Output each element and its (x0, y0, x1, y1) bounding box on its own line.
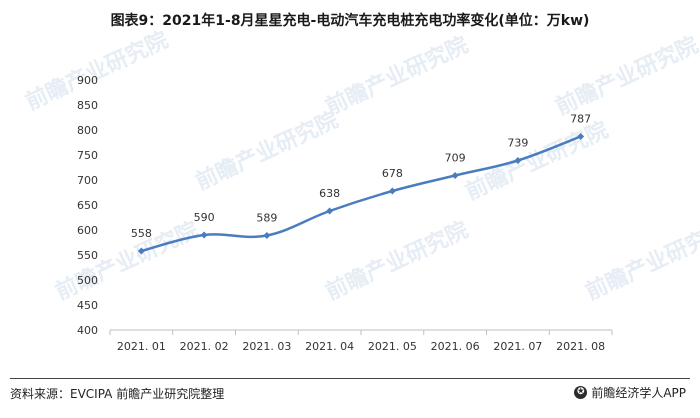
y-tick-label: 450 (77, 299, 98, 312)
watermark-text: 前瞻产业研究院 (322, 217, 473, 306)
data-point (451, 172, 459, 179)
x-tick-label: 2021. 03 (242, 340, 291, 353)
x-tick-label: 2021. 01 (117, 340, 166, 353)
watermark-text: 前瞻产业研究院 (322, 32, 473, 121)
y-tick-label: 650 (77, 199, 98, 212)
y-axis: 400 450 500 550 600 650 700 750 800 850 900 (77, 74, 98, 337)
y-tick-label: 700 (77, 174, 98, 187)
brand-logo-icon: ✪ (574, 386, 588, 399)
watermark-text: 前瞻产业研究院 (192, 107, 343, 196)
x-tick-label: 2021. 05 (368, 340, 417, 353)
watermark-text: 前瞻产业研究院 (552, 32, 700, 121)
y-tick-label: 550 (77, 249, 98, 262)
data-point (577, 133, 585, 140)
y-tick-label: 900 (77, 74, 98, 87)
y-tick-label: 400 (77, 324, 98, 337)
y-tick-label: 600 (77, 224, 98, 237)
x-tick-label: 2021. 04 (305, 340, 354, 353)
data-label: 709 (445, 152, 466, 165)
data-label: 787 (570, 113, 591, 126)
data-label: 558 (131, 227, 152, 240)
x-tick-label: 2021. 08 (556, 340, 605, 353)
data-point (514, 157, 522, 164)
data-point (200, 231, 208, 239)
y-tick-label: 750 (77, 149, 98, 162)
brand-name: 前瞻经济学人APP (591, 386, 686, 400)
data-label: 589 (256, 212, 277, 225)
footer-divider (10, 378, 690, 379)
data-label: 638 (319, 187, 340, 200)
data-point (388, 187, 396, 195)
source-note: 资料来源：EVCIPA 前瞻产业研究院整理 (10, 387, 225, 401)
watermark-layer: 前瞻产业研究院前瞻产业研究院前瞻产业研究院前瞻产业研究院前瞻产业研究院前瞻产业研… (22, 27, 700, 306)
data-label: 739 (507, 137, 528, 150)
y-tick-label: 850 (77, 99, 98, 112)
data-point (137, 247, 145, 255)
series-line (141, 135, 582, 253)
x-tick-label: 2021. 02 (180, 340, 229, 353)
data-point (263, 232, 271, 239)
y-tick-label: 800 (77, 124, 98, 137)
x-tick-label: 2021. 07 (493, 340, 542, 353)
brand-credit: ✪ 前瞻经济学人APP (574, 384, 686, 401)
data-label: 678 (382, 167, 403, 180)
x-axis: 2021. 01 2021. 02 2021. 03 2021. 04 2021. 05… (109, 329, 613, 353)
y-tick-label: 500 (77, 274, 98, 287)
data-label: 590 (194, 211, 215, 224)
x-tick-label: 2021. 06 (431, 340, 480, 353)
watermark-text: 前瞻产业研究院 (582, 217, 700, 306)
series-layer: 558 590 589 638 678 709 739 787 (131, 113, 591, 255)
chart-title: 图表9：2021年1-8月星星充电-电动汽车充电桩充电功率变化(单位：万kw) (110, 13, 590, 29)
watermark-text: 前瞻产业研究院 (52, 217, 203, 306)
data-point (326, 207, 334, 215)
watermark-text: 前瞻产业研究院 (462, 117, 613, 206)
